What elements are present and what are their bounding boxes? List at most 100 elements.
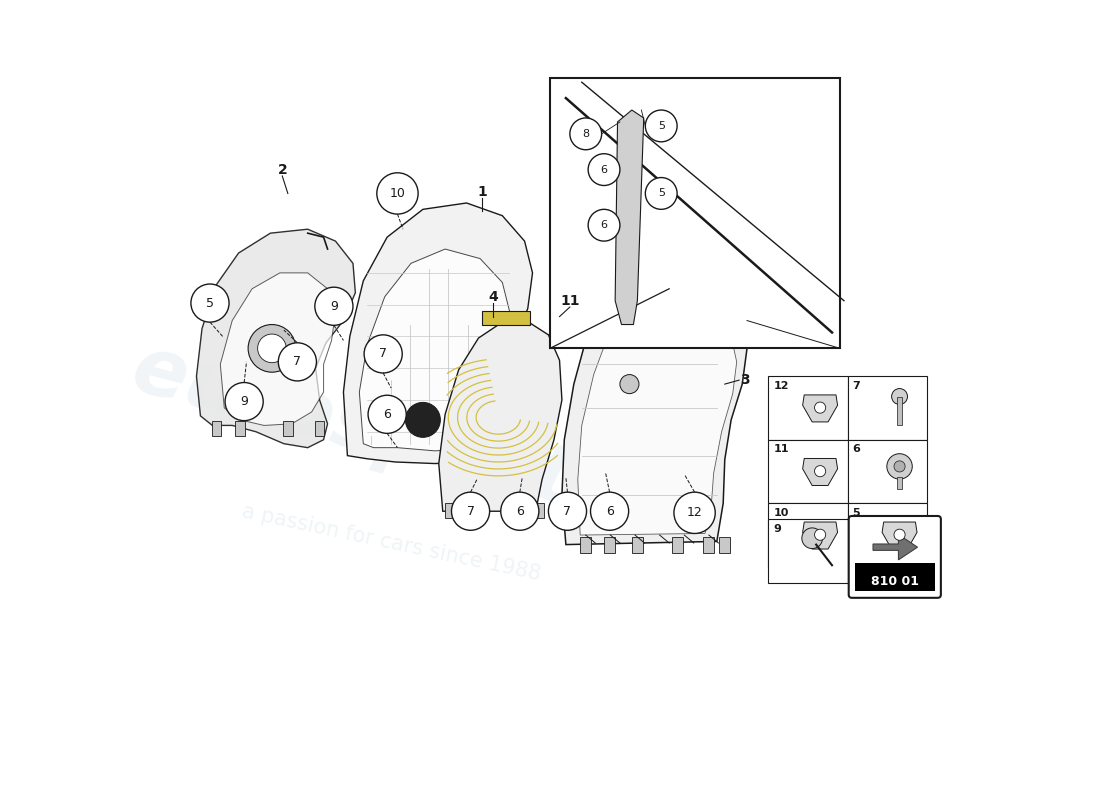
Text: 7: 7	[379, 347, 387, 361]
Circle shape	[588, 154, 620, 186]
Circle shape	[364, 335, 403, 373]
Bar	[703, 537, 715, 553]
Polygon shape	[562, 285, 747, 545]
Bar	[532, 503, 543, 518]
Text: 12: 12	[686, 506, 703, 519]
Bar	[483, 311, 530, 326]
Bar	[769, 503, 848, 567]
Circle shape	[892, 389, 907, 405]
Bar	[898, 397, 902, 425]
Text: 6: 6	[601, 220, 607, 230]
Text: 6: 6	[383, 408, 392, 421]
Text: 11: 11	[773, 445, 789, 454]
Text: 810 01: 810 01	[871, 574, 918, 587]
Bar	[855, 562, 935, 591]
Text: a passion for cars since 1988: a passion for cars since 1988	[240, 502, 542, 585]
Polygon shape	[803, 458, 837, 486]
Text: 5: 5	[206, 297, 214, 310]
Text: 7: 7	[466, 505, 474, 518]
Circle shape	[646, 110, 678, 142]
Bar	[315, 422, 324, 436]
Bar	[446, 503, 456, 518]
Bar	[235, 422, 245, 436]
Polygon shape	[873, 534, 917, 560]
Circle shape	[570, 118, 602, 150]
Text: 5: 5	[658, 121, 664, 131]
Bar	[465, 503, 476, 518]
Text: 5: 5	[852, 508, 860, 518]
Text: 9: 9	[330, 300, 338, 313]
Polygon shape	[360, 249, 510, 451]
Text: 9: 9	[240, 395, 249, 408]
Bar	[671, 537, 683, 553]
Polygon shape	[578, 303, 737, 535]
Text: 7: 7	[563, 505, 572, 518]
Circle shape	[368, 395, 406, 434]
Polygon shape	[615, 110, 644, 325]
Circle shape	[588, 210, 620, 241]
Text: 12: 12	[773, 381, 789, 391]
Polygon shape	[439, 321, 562, 511]
Circle shape	[814, 529, 826, 540]
Circle shape	[549, 492, 586, 530]
Bar	[283, 422, 293, 436]
Text: 7: 7	[294, 355, 301, 368]
Circle shape	[814, 402, 826, 413]
Bar	[631, 537, 642, 553]
FancyBboxPatch shape	[849, 516, 940, 598]
Circle shape	[278, 342, 317, 381]
Polygon shape	[343, 203, 532, 463]
Text: 4: 4	[488, 290, 497, 304]
Circle shape	[674, 492, 715, 534]
Circle shape	[257, 334, 286, 362]
Bar	[848, 440, 927, 503]
Circle shape	[406, 402, 440, 438]
Bar	[580, 537, 592, 553]
Circle shape	[500, 492, 539, 530]
Text: 8: 8	[582, 129, 590, 139]
Polygon shape	[197, 229, 355, 448]
Text: 3: 3	[740, 373, 749, 387]
Circle shape	[249, 325, 296, 372]
Polygon shape	[220, 273, 336, 426]
Bar	[769, 440, 848, 503]
Text: 5: 5	[658, 189, 664, 198]
Circle shape	[894, 461, 905, 472]
Circle shape	[226, 382, 263, 421]
Text: 2: 2	[277, 162, 287, 177]
Polygon shape	[803, 522, 837, 549]
Bar	[211, 422, 221, 436]
Circle shape	[802, 528, 823, 549]
Text: 10: 10	[389, 187, 406, 200]
Bar	[719, 537, 730, 553]
Text: eurospects: eurospects	[123, 330, 627, 534]
Text: 6: 6	[516, 505, 524, 518]
Bar	[898, 477, 902, 489]
Circle shape	[894, 529, 905, 540]
Bar	[769, 376, 848, 440]
Text: 7: 7	[852, 381, 860, 391]
Circle shape	[591, 492, 629, 530]
Polygon shape	[803, 395, 837, 422]
Circle shape	[451, 492, 490, 530]
Bar	[550, 78, 840, 348]
Text: 6: 6	[606, 505, 614, 518]
Circle shape	[315, 287, 353, 326]
Bar	[848, 376, 927, 440]
Circle shape	[191, 284, 229, 322]
Text: 6: 6	[852, 445, 860, 454]
Text: 10: 10	[773, 508, 789, 518]
Text: 1: 1	[477, 185, 487, 199]
Circle shape	[377, 173, 418, 214]
Text: 6: 6	[601, 165, 607, 174]
Circle shape	[887, 454, 912, 479]
Bar	[604, 537, 615, 553]
Text: 11: 11	[560, 294, 580, 308]
Circle shape	[646, 178, 678, 210]
Text: 9: 9	[773, 524, 781, 534]
Polygon shape	[882, 522, 917, 549]
Bar	[769, 519, 848, 582]
Circle shape	[620, 374, 639, 394]
Circle shape	[814, 466, 826, 477]
Bar	[848, 503, 927, 567]
